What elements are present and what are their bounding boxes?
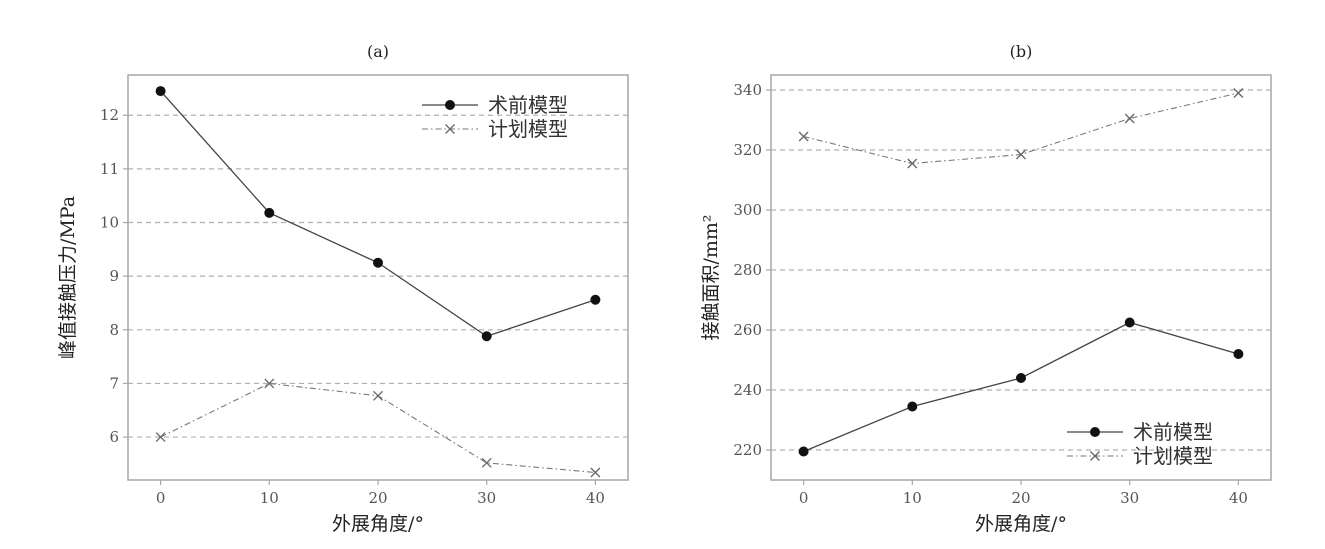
data-point	[1233, 88, 1244, 98]
chart-panel-b: 220 240 260 280 300 320 340 0 10 20 30 40 (b) 外展角度/° 接…	[700, 42, 1272, 535]
series-1	[155, 86, 601, 342]
data-point	[1124, 113, 1135, 124]
legend-label: 术前模型	[1133, 420, 1213, 444]
data-point	[1124, 317, 1135, 328]
y-axis-label: 峰值接触压力/MPa	[57, 196, 79, 359]
y-tick-label: 7	[109, 374, 119, 392]
data-point	[1090, 451, 1100, 461]
data-point	[264, 207, 275, 218]
y-tick-label: 320	[733, 141, 762, 159]
data-point	[798, 446, 809, 457]
data-point	[590, 294, 601, 305]
x-axis-label: 外展角度/°	[975, 513, 1067, 535]
data-point	[155, 432, 166, 443]
y-tick-label: 12	[100, 106, 119, 124]
data-point	[798, 131, 809, 142]
data-point	[907, 158, 918, 169]
series-1	[798, 317, 1244, 457]
y-tick-label: 11	[100, 160, 119, 178]
x-tick-label: 0	[156, 489, 166, 507]
data-point	[445, 100, 455, 110]
chart-panel-a: 6 7 8 9 10 11 12 0 10 20 30 40 (a) 外展角度/° 峰值接触压力/MPa 术前…	[57, 42, 629, 535]
y-tick-label: 8	[109, 321, 119, 339]
series-line	[160, 382, 596, 474]
legend-label: 术前模型	[488, 93, 568, 117]
y-tick-label: 240	[733, 381, 762, 399]
data-point	[481, 457, 492, 468]
data-point	[445, 124, 455, 134]
y-tick-label: 280	[733, 261, 762, 279]
x-tick-label: 30	[477, 489, 496, 507]
x-tick-label: 10	[903, 489, 922, 507]
series-2	[155, 378, 601, 478]
x-tick-label: 40	[586, 489, 605, 507]
y-axis-label: 接触面积/mm²	[700, 214, 722, 340]
data-point	[155, 86, 166, 97]
data-point	[590, 467, 601, 478]
data-point	[373, 390, 383, 401]
panel-title: (a)	[367, 42, 389, 61]
data-point	[907, 401, 918, 412]
y-tick-label: 6	[109, 428, 119, 446]
data-point	[1016, 149, 1026, 160]
data-point	[1090, 427, 1100, 437]
legend-label: 计划模型	[1133, 444, 1213, 468]
y-tick-label: 9	[109, 267, 119, 285]
x-tick-label: 10	[260, 489, 279, 507]
x-tick-label: 0	[799, 489, 809, 507]
x-tick-label: 40	[1229, 489, 1248, 507]
y-tick-label: 220	[733, 441, 762, 459]
panel-title: (b)	[1010, 42, 1033, 61]
data-point	[481, 331, 492, 342]
y-tick-label: 300	[733, 201, 762, 219]
data-point	[373, 257, 383, 268]
x-tick-label: 30	[1120, 489, 1139, 507]
data-point	[1016, 373, 1026, 383]
y-tick-label: 340	[733, 81, 762, 99]
y-tick-label: 260	[733, 321, 762, 339]
series-line	[803, 92, 1239, 165]
legend-label: 计划模型	[488, 117, 568, 141]
y-tick-label: 10	[100, 214, 119, 232]
x-axis-label: 外展角度/°	[332, 513, 424, 535]
data-point	[264, 378, 275, 389]
data-point	[1233, 349, 1244, 359]
x-tick-label: 20	[1011, 489, 1030, 507]
series-2	[798, 88, 1244, 169]
x-tick-label: 20	[368, 489, 387, 507]
